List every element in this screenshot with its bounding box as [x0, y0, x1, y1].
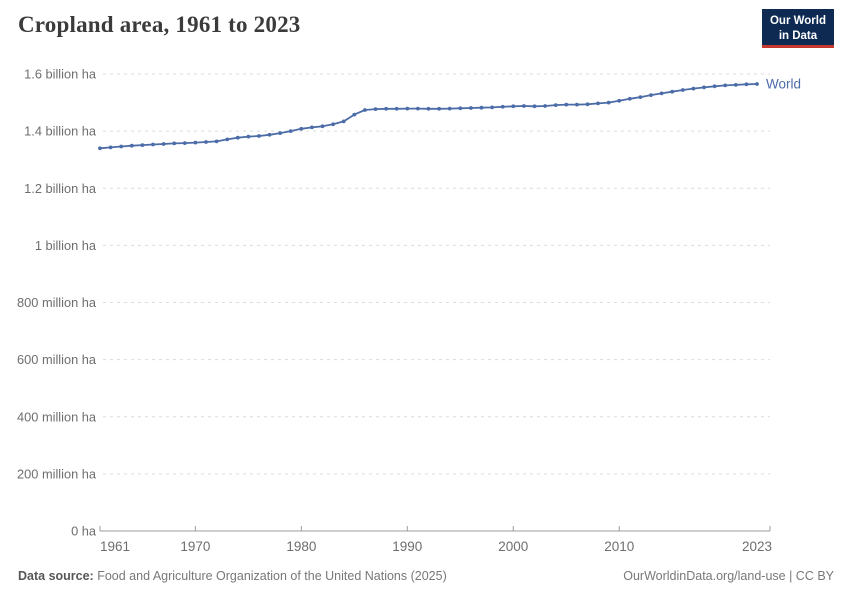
world-series-point[interactable] [670, 89, 675, 94]
world-series-point[interactable] [288, 129, 293, 134]
world-series-point[interactable] [352, 112, 357, 117]
world-series-point[interactable] [320, 124, 325, 129]
world-series-point[interactable] [214, 139, 219, 144]
world-series-point[interactable] [617, 98, 622, 103]
world-series-point[interactable] [733, 83, 738, 87]
owid-logo-red-strip [761, 44, 834, 48]
y-axis-tick-label: 0 ha [71, 524, 97, 539]
world-series-point[interactable] [437, 106, 441, 111]
world-series-line[interactable] [99, 83, 758, 150]
y-axis-tick-label: 200 million ha [17, 466, 97, 481]
y-axis-tick-label: 600 million ha [17, 352, 97, 367]
world-series-point[interactable] [204, 140, 208, 144]
x-axis-tick-label: 2000 [498, 539, 528, 554]
world-series-point[interactable] [702, 85, 706, 90]
x-axis-tick-label: 1961 [100, 539, 130, 554]
owid-logo[interactable]: Our World in Data [761, 9, 834, 48]
world-series-point[interactable] [363, 108, 367, 112]
world-series-point[interactable] [310, 125, 314, 130]
world-series-point[interactable] [384, 106, 388, 111]
x-axis-tick-label: 1980 [286, 539, 316, 554]
world-series-point[interactable] [458, 106, 463, 111]
owid-logo-line1: Our World [769, 15, 826, 27]
world-series-point[interactable] [500, 104, 505, 109]
world-series-point[interactable] [140, 143, 145, 148]
world-series-point[interactable] [691, 86, 696, 91]
x-axis-tick-label: 1970 [180, 539, 210, 554]
world-series-point[interactable] [119, 144, 124, 149]
series-entity-label[interactable]: World [766, 76, 801, 91]
world-series-point[interactable] [182, 141, 187, 146]
y-axis-tick-label: 400 million ha [17, 409, 97, 424]
y-axis-tick-label: 1.6 billion ha [24, 67, 97, 82]
cropland-line-chart: 1.6 billion ha 1.4 billion ha 1.2 billion … [17, 67, 801, 555]
y-axis-tick-label: 1.2 billion ha [24, 181, 97, 196]
world-series-point[interactable] [511, 104, 516, 109]
world-series-point[interactable] [416, 106, 420, 111]
world-series-point[interactable] [479, 105, 484, 110]
world-series-point[interactable] [278, 131, 282, 136]
world-series-point[interactable] [649, 93, 653, 97]
world-series-point[interactable] [129, 143, 134, 148]
chart-title: Cropland area, 1961 to 2023 [18, 12, 301, 37]
world-series-point[interactable] [235, 135, 240, 140]
data-source: Data source: Food and Agriculture Organi… [18, 569, 447, 583]
world-series-point[interactable] [490, 105, 494, 110]
world-series-point[interactable] [627, 96, 632, 101]
world-series-point[interactable] [755, 82, 759, 86]
world-series-point[interactable] [723, 83, 728, 88]
world-series-point[interactable] [638, 95, 643, 99]
world-series-point[interactable] [151, 142, 155, 147]
world-series-point[interactable] [585, 102, 590, 107]
world-series-point[interactable] [575, 102, 579, 107]
world-series-point[interactable] [299, 126, 304, 131]
world-series-point[interactable] [257, 134, 261, 138]
world-series-point[interactable] [596, 101, 600, 106]
world-series-point[interactable] [564, 102, 569, 107]
world-series-point[interactable] [341, 119, 346, 124]
world-series-point[interactable] [712, 84, 717, 89]
owid-logo-line2: in Data [778, 29, 818, 42]
data-source-label: Data source: [18, 569, 94, 583]
world-series-point[interactable] [172, 141, 177, 146]
world-series-point[interactable] [426, 106, 431, 111]
world-series-point[interactable] [606, 100, 611, 105]
x-axis-tick-label: 1990 [392, 539, 422, 554]
world-series-point[interactable] [680, 88, 685, 92]
world-series-point[interactable] [659, 91, 664, 96]
world-series-point[interactable] [331, 122, 335, 127]
world-series-point[interactable] [246, 134, 251, 139]
world-series-point[interactable] [394, 106, 399, 111]
world-series-point[interactable] [193, 140, 198, 145]
y-axis-tick-label: 1 billion ha [35, 238, 97, 253]
world-series-point[interactable] [447, 106, 452, 111]
world-series-point[interactable] [108, 145, 113, 150]
world-series-point[interactable] [553, 103, 558, 107]
world-series-point[interactable] [225, 137, 230, 142]
world-series-point[interactable] [373, 107, 378, 111]
world-series-point[interactable] [267, 132, 272, 137]
world-series-point[interactable] [98, 146, 102, 151]
data-source-text: Food and Agriculture Organization of the… [97, 569, 447, 583]
world-series-point[interactable] [744, 82, 749, 87]
y-axis-tick-label: 800 million ha [17, 295, 97, 310]
x-axis-tick-label: 2010 [604, 539, 634, 554]
chart-footer: Data source: Food and Agriculture Organi… [18, 569, 834, 583]
y-axis-tick-label: 1.4 billion ha [24, 124, 97, 139]
world-series-point[interactable] [522, 104, 526, 108]
owid-url-link[interactable]: OurWorldinData.org/land-use | CC BY [623, 569, 834, 583]
world-series-point[interactable] [161, 142, 166, 146]
world-series-point[interactable] [405, 106, 410, 111]
world-series-point[interactable] [469, 106, 473, 110]
world-series-point[interactable] [532, 104, 537, 109]
world-series-point[interactable] [543, 104, 547, 108]
x-axis-tick-label: 2023 [742, 539, 772, 554]
